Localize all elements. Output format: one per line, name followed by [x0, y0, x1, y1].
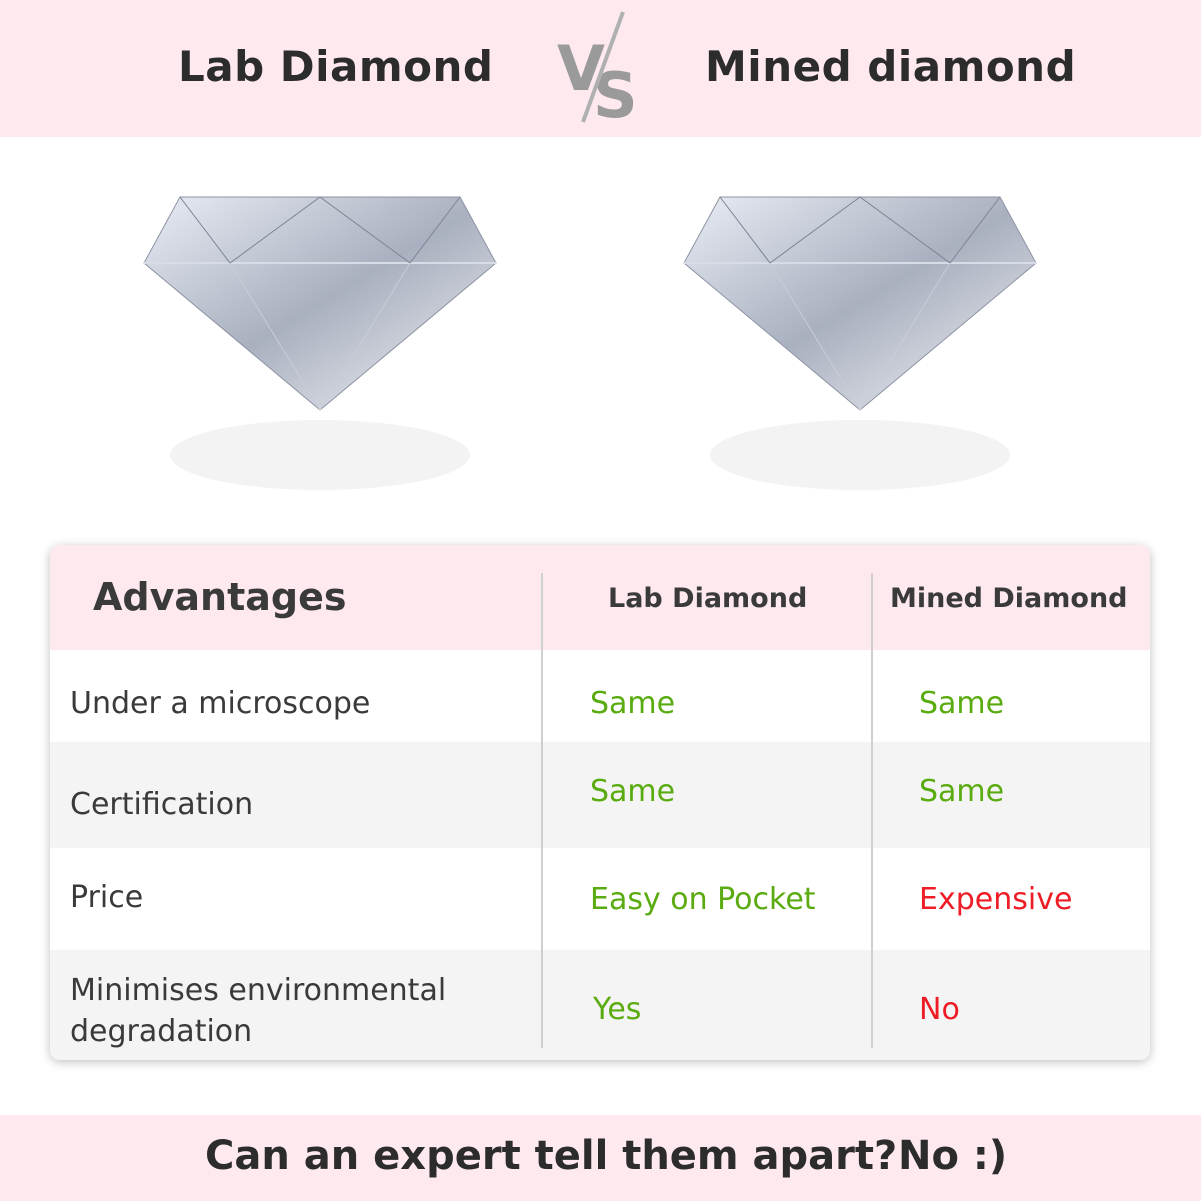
column-divider	[871, 573, 873, 1048]
table-header-row: Advantages Lab Diamond Mined Diamond	[50, 545, 1150, 650]
row-label: Certification	[70, 787, 254, 822]
lab-value: Easy on Pocket	[590, 882, 816, 917]
lab-value: Same	[590, 774, 676, 809]
header-advantages: Advantages	[93, 575, 347, 619]
footer-question: Can an expert tell them apart?	[205, 1133, 898, 1179]
table-row: Under a microscope Same Same	[50, 650, 1150, 742]
mined-value: Same	[919, 774, 1005, 809]
footer-answer: No :)	[898, 1133, 1008, 1179]
lab-diamond-title: Lab Diamond	[178, 42, 494, 91]
vs-logo-icon: V S	[557, 11, 638, 125]
row-label: Under a microscope	[70, 686, 371, 721]
mined-value: Same	[919, 686, 1005, 721]
footer-band: Can an expert tell them apart? No :)	[0, 1115, 1201, 1201]
header-lab-diamond: Lab Diamond	[608, 583, 808, 614]
table-row: Price Easy on Pocket Expensive	[50, 848, 1150, 950]
mined-value: Expensive	[919, 882, 1073, 917]
table-row: Minimises environmental degradation Yes …	[50, 950, 1150, 1060]
header-mined-diamond: Mined Diamond	[890, 583, 1128, 614]
row-label: Minimises environmental degradation	[70, 973, 447, 1049]
lab-value: Same	[590, 686, 676, 721]
column-divider	[541, 573, 543, 1048]
comparison-table: Advantages Lab Diamond Mined Diamond Und…	[50, 545, 1150, 1060]
mined-diamond-title: Mined diamond	[705, 42, 1077, 91]
lab-diamond-image	[143, 196, 497, 490]
table-row: Certification Same Same	[50, 742, 1150, 848]
mined-diamond-image	[683, 196, 1037, 490]
mined-value: No	[919, 992, 960, 1027]
lab-value: Yes	[593, 992, 642, 1027]
svg-text:S: S	[593, 59, 638, 125]
svg-text:V: V	[557, 32, 605, 105]
row-label: Price	[70, 880, 144, 915]
